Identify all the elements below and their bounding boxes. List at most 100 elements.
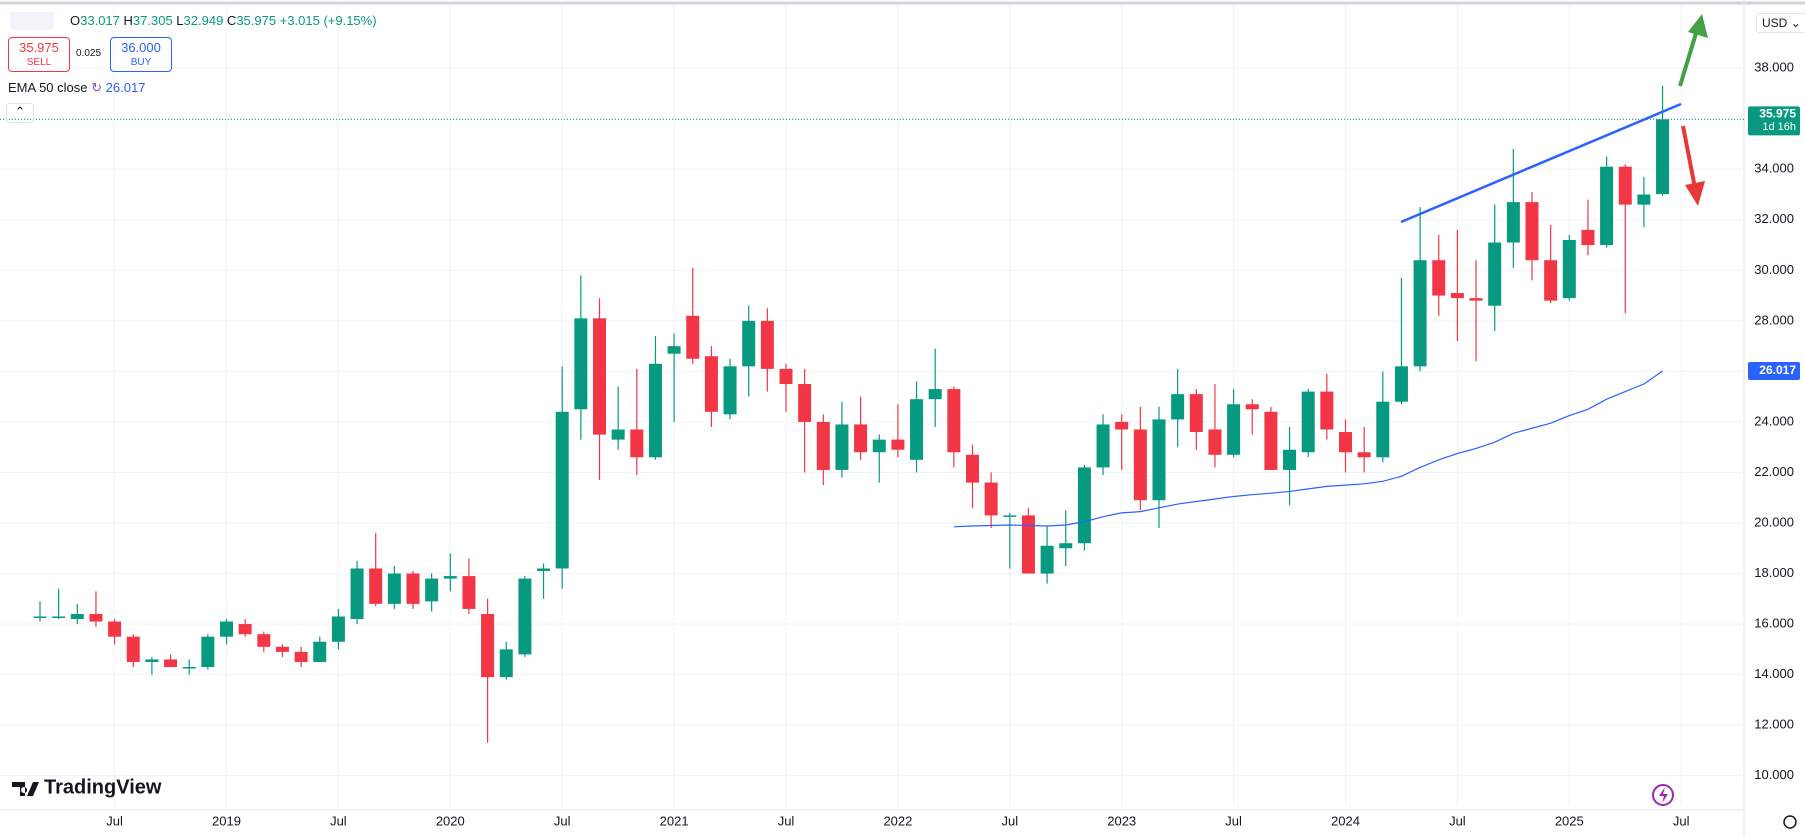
price-tag [1748,106,1800,136]
candle-body [742,320,756,367]
candle-body [667,346,681,354]
candle-body [854,424,868,453]
currency-select[interactable]: USD ⌄ [1756,13,1805,33]
x-tick-label: 2019 [212,813,241,828]
candle-body [220,621,233,637]
open-value: 33.017 [80,13,120,28]
candle-body [1376,401,1390,458]
candle-body [1021,515,1035,574]
candle-body [1618,166,1632,205]
ohlc-label: L [176,13,184,28]
candle-body [369,568,383,604]
candle-body [1450,293,1464,299]
candle-body [1264,411,1278,470]
alert-bolt [1659,787,1668,803]
candle-body [257,634,271,647]
y-tick-label: 22.000 [1754,464,1794,479]
candle-body [406,573,420,604]
candle-body [1600,166,1614,246]
candle-body [1077,467,1091,544]
y-tick-label: 28.000 [1754,312,1794,327]
candle-body [1152,419,1166,501]
candle-body [313,641,327,662]
x-tick-label: 2023 [1107,813,1136,828]
candle-body [1245,404,1259,410]
candle-body [164,659,178,668]
indicator-name: EMA 50 close [8,80,88,95]
alert-icon[interactable] [1652,784,1674,806]
y-tick-label: 10.000 [1754,767,1794,782]
change: +3.015 (+9.15%) [279,13,377,28]
candle-body [275,646,289,652]
candle-body [145,659,159,662]
x-tick-label: 2024 [1331,813,1360,828]
indicator-legend: EMA 50 close ↻ 26.017 [8,80,146,95]
candle-body [1133,429,1147,501]
candle-body [1432,260,1446,296]
ema-line [953,370,1663,528]
candle-body [1227,404,1241,455]
x-tick-label: Jul [1225,813,1242,828]
candle-body [126,636,140,662]
y-tick-label: 34.000 [1754,161,1794,176]
sell-button[interactable]: 35.975 SELL [8,37,70,72]
candle-body [1171,394,1185,420]
ema-tag-label: 26.017 [1759,363,1796,377]
x-tick-label: 2022 [883,813,912,828]
candle-body [1208,429,1222,455]
ohlc-legend: O33.017 H37.305 L32.949 C35.975 +3.015 (… [70,13,377,28]
candle-body [1413,260,1427,367]
candle-body [1339,432,1352,453]
candle-body [910,399,924,460]
currency: USD [1762,16,1788,30]
settings-icon[interactable] [1783,815,1797,829]
x-tick-label: 2025 [1555,813,1584,828]
candle-body [760,320,774,369]
candle-body [704,356,718,412]
candle-body [648,363,662,458]
ohlc-label: H [123,13,133,28]
candle-body [835,424,849,470]
price-tag-label: 35.975 [1759,107,1796,121]
trend-line [1400,102,1682,224]
sell-label: SELL [26,57,52,68]
candle-body [1469,298,1483,301]
candle-body [966,454,979,483]
candle-body [555,411,569,569]
candle-body [574,318,588,410]
candle-body [499,649,513,678]
candle-body [108,621,122,637]
candle-body [1488,242,1502,306]
buy-button[interactable]: 36.000 BUY [110,37,172,72]
countdown: 1d 16h [1762,121,1796,133]
candle-body [425,578,439,602]
candle-body [1562,239,1576,299]
candle-body [294,651,308,662]
low-value: 32.949 [183,13,224,28]
close-value: 35.975 [236,13,277,28]
y-tick-label: 14.000 [1754,666,1794,681]
candle-body [201,636,215,668]
candle-body [947,389,961,453]
candle-body [1506,202,1520,243]
x-tick-label: Jul [106,813,123,828]
candle-body [779,368,793,385]
ema-tag [1748,361,1800,380]
collapse-button[interactable]: ⌃ [6,103,34,123]
symbol-menu[interactable] [10,12,54,30]
y-tick-label: 12.000 [1754,717,1794,732]
candle-body [462,576,476,609]
x-tick-label: Jul [1449,813,1466,828]
candle-body [1040,545,1054,574]
candle-body [481,613,495,678]
x-tick-label: Jul [554,813,571,828]
candle-body [1637,194,1651,205]
sell-price: 35.975 [19,40,59,55]
ohlc-label: C [226,13,237,28]
candle-body [443,576,457,579]
x-tick-label: Jul [330,813,347,828]
candle-body [928,389,942,400]
candle-body [70,613,84,620]
candle-body [518,578,532,655]
